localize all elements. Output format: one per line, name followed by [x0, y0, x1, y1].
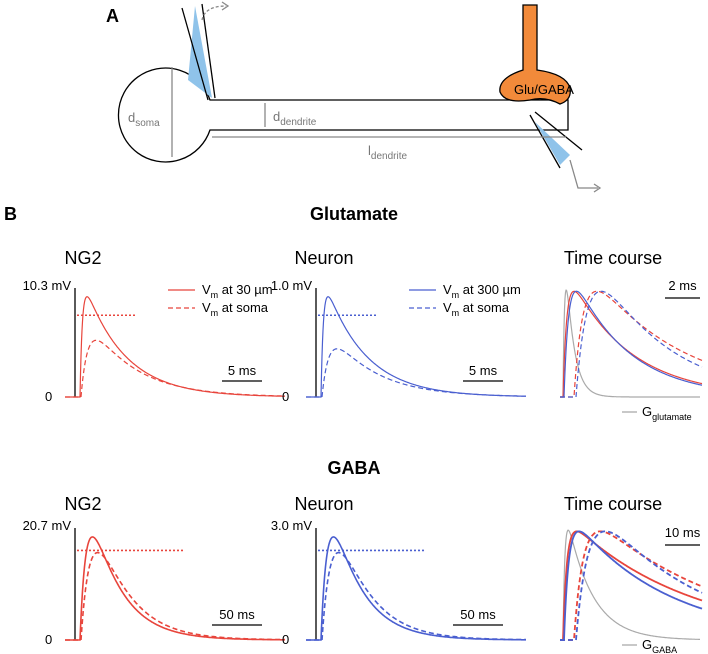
scale-label: 50 ms	[460, 607, 496, 622]
y-min-label: 0	[282, 632, 289, 647]
plot-title: Neuron	[294, 494, 353, 514]
section-title: GABA	[328, 458, 381, 478]
legend-label: Vm at soma	[443, 300, 510, 318]
section-title: Glutamate	[310, 204, 398, 224]
plot-title: Time course	[564, 494, 662, 514]
plot-title: NG2	[64, 494, 101, 514]
scale-label: 50 ms	[219, 607, 255, 622]
d-dendrite: ddendrite	[273, 109, 317, 128]
y-max-label: 10.3 mV	[23, 278, 72, 293]
trace	[306, 348, 526, 398]
trace	[560, 530, 703, 641]
trace	[560, 289, 700, 398]
y-min-label: 0	[282, 389, 289, 404]
plot-title: Neuron	[294, 248, 353, 268]
trace	[560, 290, 703, 398]
trace	[65, 551, 285, 641]
panel-label: A	[106, 6, 119, 26]
trace	[560, 290, 703, 398]
scale-label: 2 ms	[668, 278, 697, 293]
trace	[306, 551, 526, 641]
plot-title: NG2	[64, 248, 101, 268]
d-soma: dsoma	[128, 110, 160, 129]
trace	[560, 290, 703, 398]
trace	[560, 530, 703, 641]
legend-label: Vm at 30 µm	[202, 282, 273, 300]
y-min-label: 0	[45, 389, 52, 404]
y-max-label: 3.0 mV	[271, 518, 313, 533]
scale-label: 10 ms	[665, 525, 701, 540]
schematic	[117, 1, 602, 193]
synapse-label: Glu/GABA	[514, 82, 574, 97]
legend-label: Gglutamate	[642, 404, 692, 422]
trace	[560, 530, 703, 641]
y-max-label: 1.0 mV	[271, 278, 313, 293]
l-dendrite: ldendrite	[368, 143, 407, 162]
trace	[306, 296, 526, 398]
legend-label: Vm at soma	[202, 300, 269, 318]
trace	[560, 290, 703, 398]
y-max-label: 20.7 mV	[23, 518, 72, 533]
legend-label: GGABA	[642, 637, 677, 654]
y-min-label: 0	[45, 632, 52, 647]
scale-label: 5 ms	[228, 363, 257, 378]
trace	[560, 530, 703, 641]
scale-label: 5 ms	[469, 363, 498, 378]
plot-title: Time course	[564, 248, 662, 268]
legend-label: Vm at 300 µm	[443, 282, 521, 300]
trace	[65, 339, 285, 398]
panel-label: B	[4, 204, 17, 224]
